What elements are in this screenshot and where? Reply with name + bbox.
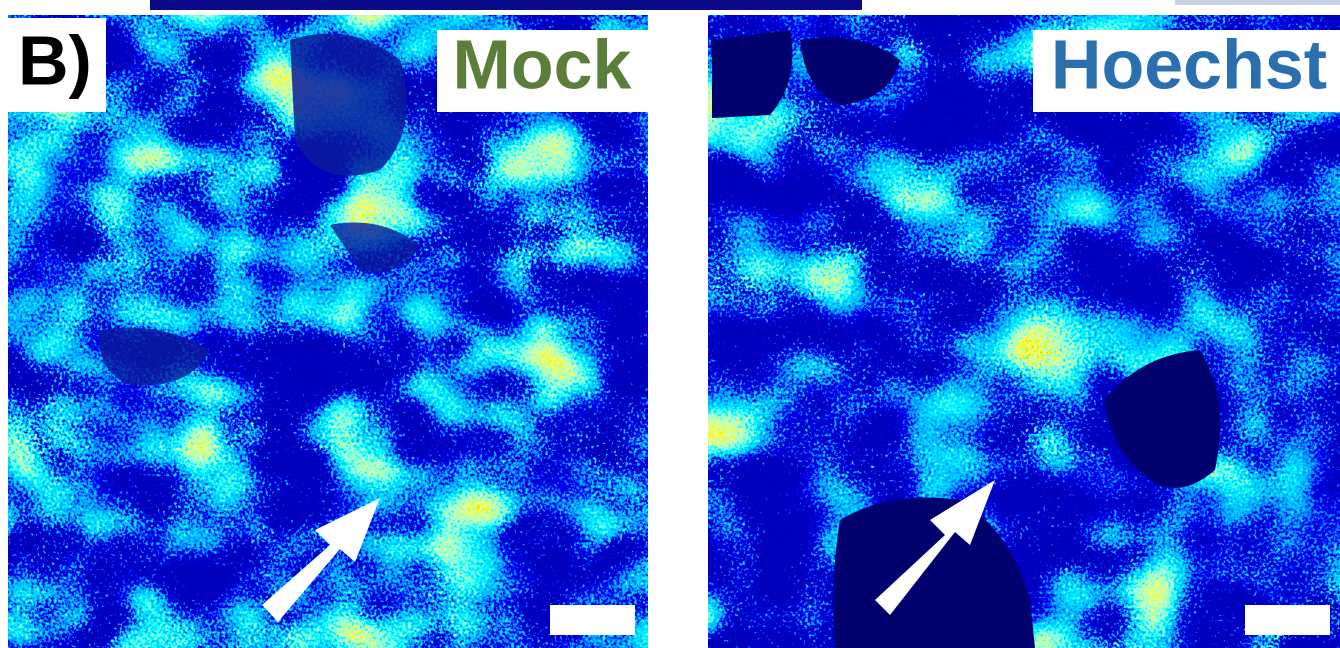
panel-label: B) (18, 21, 92, 99)
scale-bar (1245, 605, 1330, 635)
page: B) Mock Hoechst (() => { const data = JS… (0, 0, 1340, 648)
scale-bar (550, 605, 635, 635)
top-right-strip (1175, 0, 1340, 5)
figure: B) Mock Hoechst (0, 0, 1340, 648)
condition-label: Mock (453, 25, 632, 103)
dark-region (290, 33, 407, 175)
top-bar (150, 0, 862, 10)
condition-label: Hoechst (1051, 25, 1327, 103)
